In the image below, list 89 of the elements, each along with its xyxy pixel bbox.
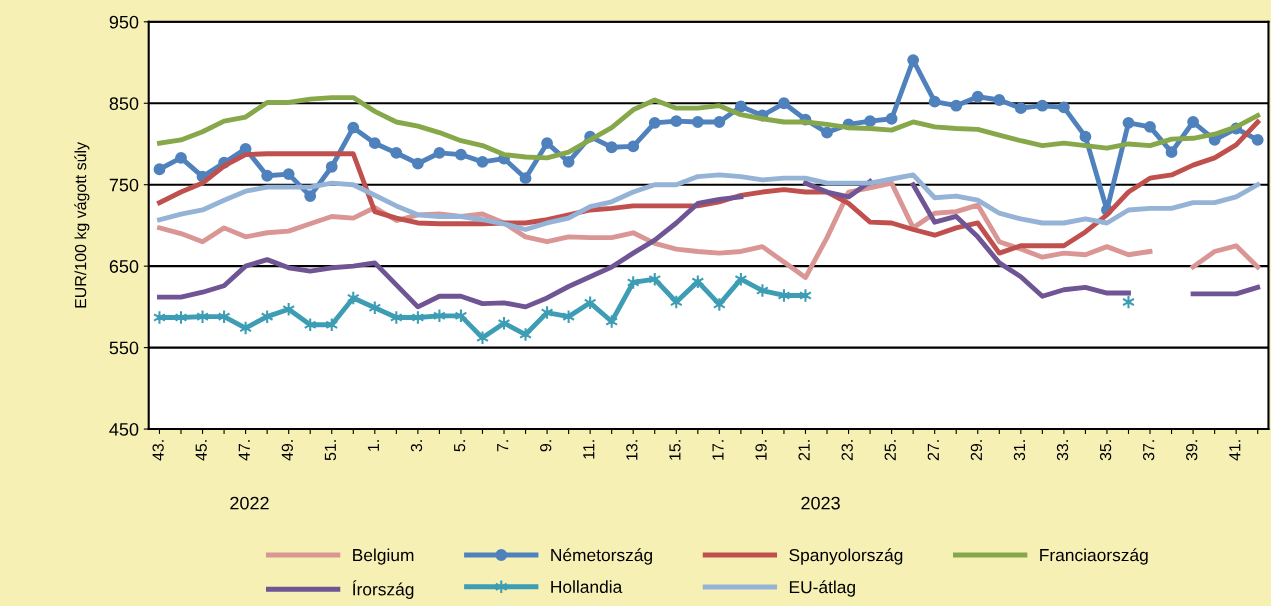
y-tick-label: 450 — [109, 422, 139, 436]
point — [562, 156, 575, 168]
point — [519, 172, 532, 185]
x-tick-label: 11. — [583, 440, 595, 459]
x-tick-label: 13. — [626, 440, 638, 460]
x-tick-label: 5. — [454, 440, 466, 452]
point — [950, 99, 963, 112]
point — [885, 112, 898, 125]
point — [261, 169, 274, 182]
point — [325, 160, 338, 173]
point — [476, 330, 489, 346]
x-tick-label: 31. — [1013, 440, 1026, 461]
point — [1122, 116, 1135, 129]
point — [304, 190, 317, 203]
point — [1122, 294, 1135, 310]
point — [1187, 116, 1199, 128]
point — [282, 168, 295, 181]
legend-label: EU-átlag — [789, 580, 855, 597]
point — [1251, 134, 1264, 146]
point — [627, 140, 640, 153]
legend-label: Németország — [551, 548, 652, 565]
x-tick-label: 43. — [152, 440, 164, 461]
point — [175, 151, 187, 164]
point — [605, 141, 618, 154]
x-tick-label: 51. — [324, 440, 337, 461]
x-tick-label: 35. — [1099, 440, 1112, 461]
x-tick-label: 29. — [970, 440, 983, 461]
text: 2023 — [801, 496, 840, 510]
y-axis-title: EUR/100 kg vágott súly — [74, 142, 90, 308]
x-tick-label: 3. — [410, 440, 423, 452]
legend-label: Spanyolország — [789, 548, 903, 565]
x-tick-label: 9. — [540, 440, 552, 452]
point — [1165, 146, 1178, 159]
x-tick-label: 39. — [1186, 440, 1198, 461]
point — [971, 90, 984, 103]
x-tick-label: 19. — [755, 440, 767, 460]
point — [1079, 130, 1092, 143]
x-tick-label: 37. — [1143, 440, 1155, 461]
y-tick-label: 950 — [109, 15, 139, 29]
point — [734, 100, 747, 113]
point — [455, 148, 467, 161]
point — [670, 115, 683, 128]
point — [993, 94, 1006, 106]
point — [153, 163, 166, 176]
x-tick-label: 33. — [1056, 440, 1069, 461]
x-tick-label: 7. — [497, 440, 509, 452]
point — [928, 95, 941, 108]
point — [153, 310, 166, 325]
x-tick-label: 15. — [669, 440, 681, 460]
point — [411, 157, 424, 170]
text: 2022 — [230, 496, 269, 510]
x-tick-label: 1. — [367, 440, 379, 451]
legend-label: Hollandia — [551, 580, 623, 594]
x-tick-label: 41. — [1229, 440, 1241, 461]
point — [390, 147, 403, 159]
point — [1057, 101, 1070, 114]
point — [691, 116, 704, 128]
line-series — [157, 119, 1261, 256]
x-tick-label: 45. — [195, 440, 207, 461]
point — [1036, 99, 1049, 112]
legend-label: Belgium — [353, 548, 414, 565]
point — [433, 147, 446, 159]
y-tick-label: 650 — [109, 260, 139, 273]
point — [1014, 102, 1027, 115]
point — [1144, 120, 1156, 133]
point — [648, 116, 661, 129]
x-tick-label: 23. — [841, 440, 853, 461]
y-tick-label: 750 — [109, 178, 139, 192]
x-tick-label: 17. — [712, 440, 724, 460]
line-series — [157, 172, 1261, 232]
point — [713, 116, 726, 128]
point — [196, 309, 209, 324]
x-tick-label: 25. — [884, 440, 896, 461]
point — [821, 126, 833, 139]
point — [864, 115, 876, 128]
point — [347, 121, 360, 134]
point — [541, 137, 553, 150]
point — [368, 137, 381, 150]
y-tick-label: 550 — [109, 341, 139, 355]
x-tick-label: 49. — [281, 440, 293, 461]
legend-label: Írország — [352, 580, 414, 599]
x-tick-label: 21. — [798, 440, 810, 461]
y-tick-label: 850 — [109, 97, 139, 110]
x-tick-label: 27. — [927, 440, 939, 461]
x-tick-label: 47. — [238, 440, 250, 461]
point — [799, 288, 812, 303]
point — [476, 156, 489, 168]
legend-label: Franciaország — [1040, 548, 1148, 565]
point — [778, 97, 790, 110]
